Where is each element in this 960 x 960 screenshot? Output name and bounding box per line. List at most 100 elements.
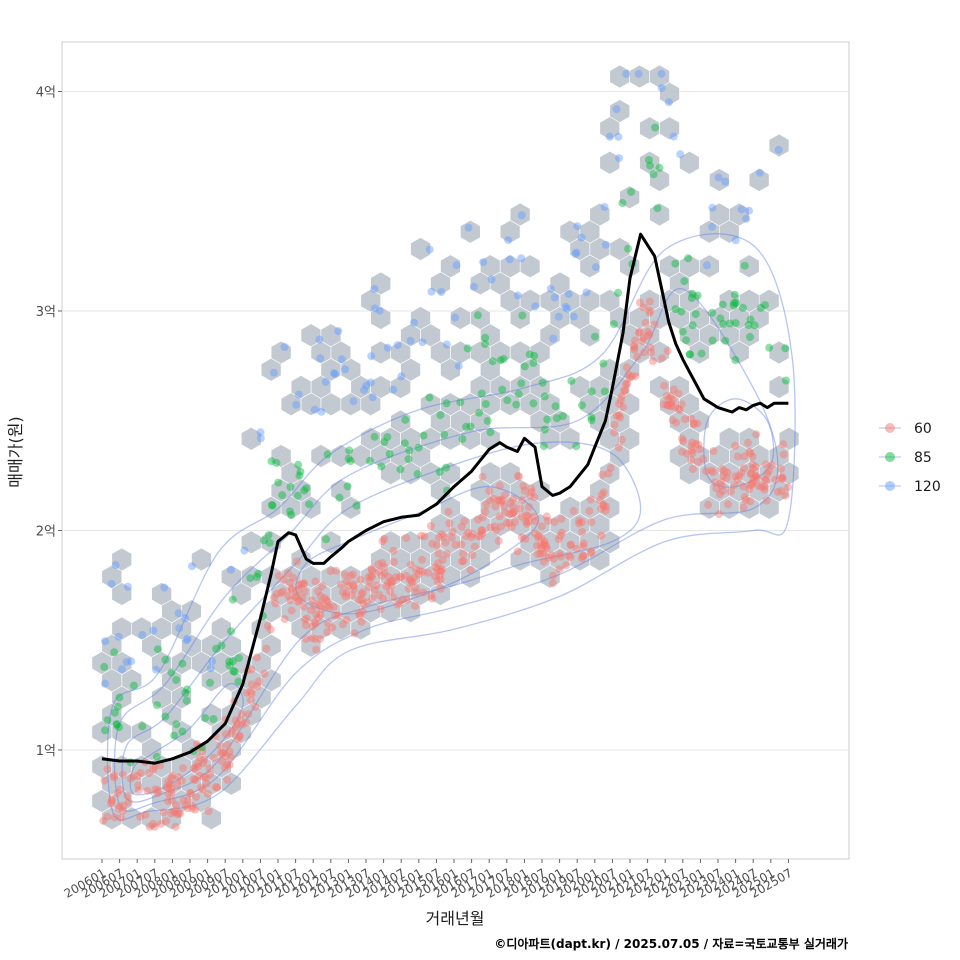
scatter-point [368, 566, 377, 575]
scatter-point [540, 425, 549, 434]
scatter-point [533, 549, 542, 558]
scatter-point [687, 442, 696, 451]
scatter-point [733, 452, 742, 461]
scatter-point [346, 457, 355, 465]
scatter-point [544, 516, 552, 525]
scatter-point [676, 150, 685, 159]
scatter-point [748, 452, 757, 461]
scatter-point [160, 583, 169, 592]
scatter-point [745, 485, 754, 494]
scatter-point [591, 263, 600, 272]
scatter-point [777, 486, 786, 495]
scatter-point [188, 804, 197, 813]
scatter-point [556, 552, 565, 561]
scatter-point [164, 782, 173, 791]
scatter-point [693, 419, 702, 428]
scatter-point [469, 282, 478, 291]
scatter-point [459, 557, 468, 565]
scatter-point [702, 467, 711, 476]
scatter-point [287, 584, 296, 593]
scatter-point [370, 304, 379, 313]
scatter-point [697, 349, 706, 358]
scatter-point [262, 644, 271, 653]
scatter-point [513, 547, 522, 556]
scatter-point [729, 301, 738, 310]
hexbin [649, 375, 670, 399]
scatter-point [161, 655, 170, 664]
scatter-point [737, 205, 746, 214]
scatter-point [397, 372, 406, 381]
legend-item: 60 [879, 421, 932, 437]
hexbin [101, 668, 123, 693]
scatter-point [256, 428, 265, 437]
scatter-point [318, 605, 326, 614]
scatter-point [718, 472, 727, 481]
scatter-point [497, 497, 506, 506]
scatter-point [167, 774, 176, 783]
scatter-point [151, 785, 160, 794]
scatter-point [501, 508, 510, 517]
scatter-point [529, 399, 538, 408]
scatter-point [161, 712, 170, 721]
scatter-point [389, 546, 398, 555]
scatter-point [741, 496, 750, 505]
scatter-point [655, 163, 664, 172]
scatter-point [181, 614, 190, 623]
scatter-point [555, 550, 564, 559]
scatter-point [479, 258, 488, 267]
scatter-point [267, 501, 276, 509]
scatter-point [360, 386, 369, 395]
scatter-point [485, 486, 494, 495]
hexbin [290, 375, 312, 399]
hexbin [778, 426, 800, 451]
scatter-point [578, 401, 586, 410]
scatter-point [657, 69, 666, 78]
density-contour [295, 485, 540, 615]
scatter-point [522, 511, 531, 520]
hexbin [480, 530, 501, 555]
scatter-point [311, 619, 320, 628]
scatter-point [540, 540, 549, 548]
scatter-point [359, 599, 368, 608]
scatter-point [708, 336, 717, 345]
scatter-point [435, 571, 444, 580]
scatter-point [746, 497, 755, 506]
scatter-point [539, 557, 548, 566]
scatter-point [355, 609, 363, 618]
scatter-point [518, 311, 527, 320]
scatter-point [216, 741, 224, 750]
scatter-point [198, 747, 207, 756]
caption: ©디아파트(dapt.kr) / 2025.07.05 / 자료=국토교통부 실… [494, 936, 848, 951]
scatter-point [317, 407, 326, 416]
scatter-point [277, 589, 286, 597]
scatter-point [717, 481, 726, 490]
scatter-point [344, 454, 353, 463]
scatter-point [123, 791, 132, 800]
scatter-point [267, 457, 276, 466]
scatter-point [564, 290, 573, 298]
scatter-point [300, 615, 309, 624]
hexbin [679, 150, 700, 175]
scatter-point [340, 570, 349, 579]
scatter-point [677, 400, 686, 409]
scatter-point [731, 356, 740, 364]
scatter-point [566, 553, 575, 562]
scatter-point [645, 297, 654, 306]
scatter-point [199, 759, 208, 768]
scatter-point [287, 511, 296, 519]
legend-item: 120 [879, 479, 941, 495]
hexbin [599, 150, 620, 175]
scatter-point [577, 554, 586, 563]
scatter-point [166, 779, 175, 788]
scatter-point [467, 533, 476, 542]
scatter-point [586, 549, 595, 558]
scatter-point [192, 793, 201, 801]
scatter-point [354, 596, 363, 605]
scatter-point [644, 327, 652, 336]
scatter-point [601, 506, 610, 515]
hexbin [669, 444, 690, 468]
scatter-point [334, 327, 343, 336]
scatter-point [579, 539, 588, 548]
scatter-point [748, 464, 757, 473]
scatter-point [699, 454, 707, 463]
